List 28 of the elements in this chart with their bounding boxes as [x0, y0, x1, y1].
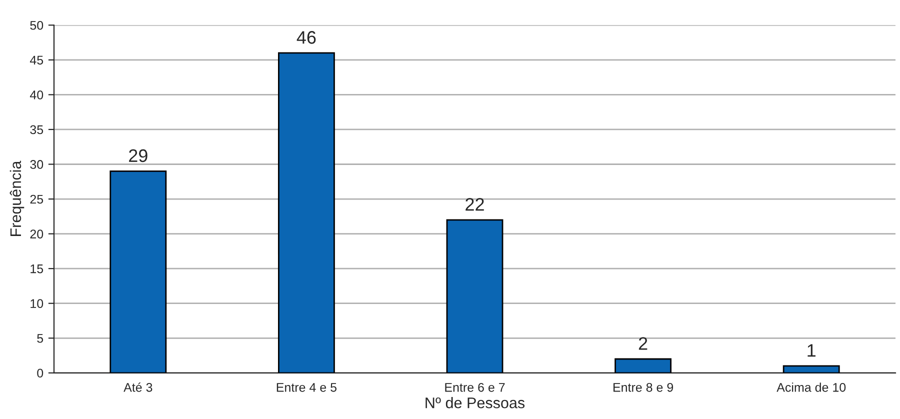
- y-tick-label: 25: [30, 194, 44, 204]
- data-label: 1: [808, 344, 816, 357]
- x-axis-title: Nº de Pessoas: [426, 397, 525, 408]
- y-tick-label: 20: [30, 230, 44, 238]
- x-tick-label: Entre 6 e 7: [445, 382, 505, 392]
- y-tick-label: 15: [30, 264, 44, 274]
- bar: [446, 219, 504, 373]
- x-tick-label: Até 3: [124, 382, 152, 392]
- y-tick-label: 0: [37, 368, 44, 378]
- y-tick-label: 40: [30, 90, 44, 100]
- y-tick-label: 50: [30, 20, 44, 30]
- y-axis-title: Frequência: [10, 160, 24, 236]
- data-label: 46: [296, 31, 316, 44]
- data-label: 29: [129, 149, 148, 162]
- bar: [110, 170, 167, 373]
- y-tick-label: 5: [37, 334, 44, 343]
- bar: [614, 358, 672, 373]
- x-tick-label: Entre 8 e 9: [614, 382, 674, 392]
- x-tick-label: Acima de 10: [776, 382, 846, 392]
- y-tick-label: 30: [30, 160, 44, 169]
- data-label: 22: [466, 198, 484, 211]
- bar: [782, 365, 840, 373]
- y-tick-label: 10: [30, 299, 44, 308]
- data-label: 2: [638, 337, 648, 350]
- y-tick-label: 35: [30, 125, 44, 134]
- x-tick-label: Entre 4 e 5: [276, 383, 337, 392]
- y-tick-label: 45: [30, 56, 44, 65]
- bar: [278, 52, 335, 373]
